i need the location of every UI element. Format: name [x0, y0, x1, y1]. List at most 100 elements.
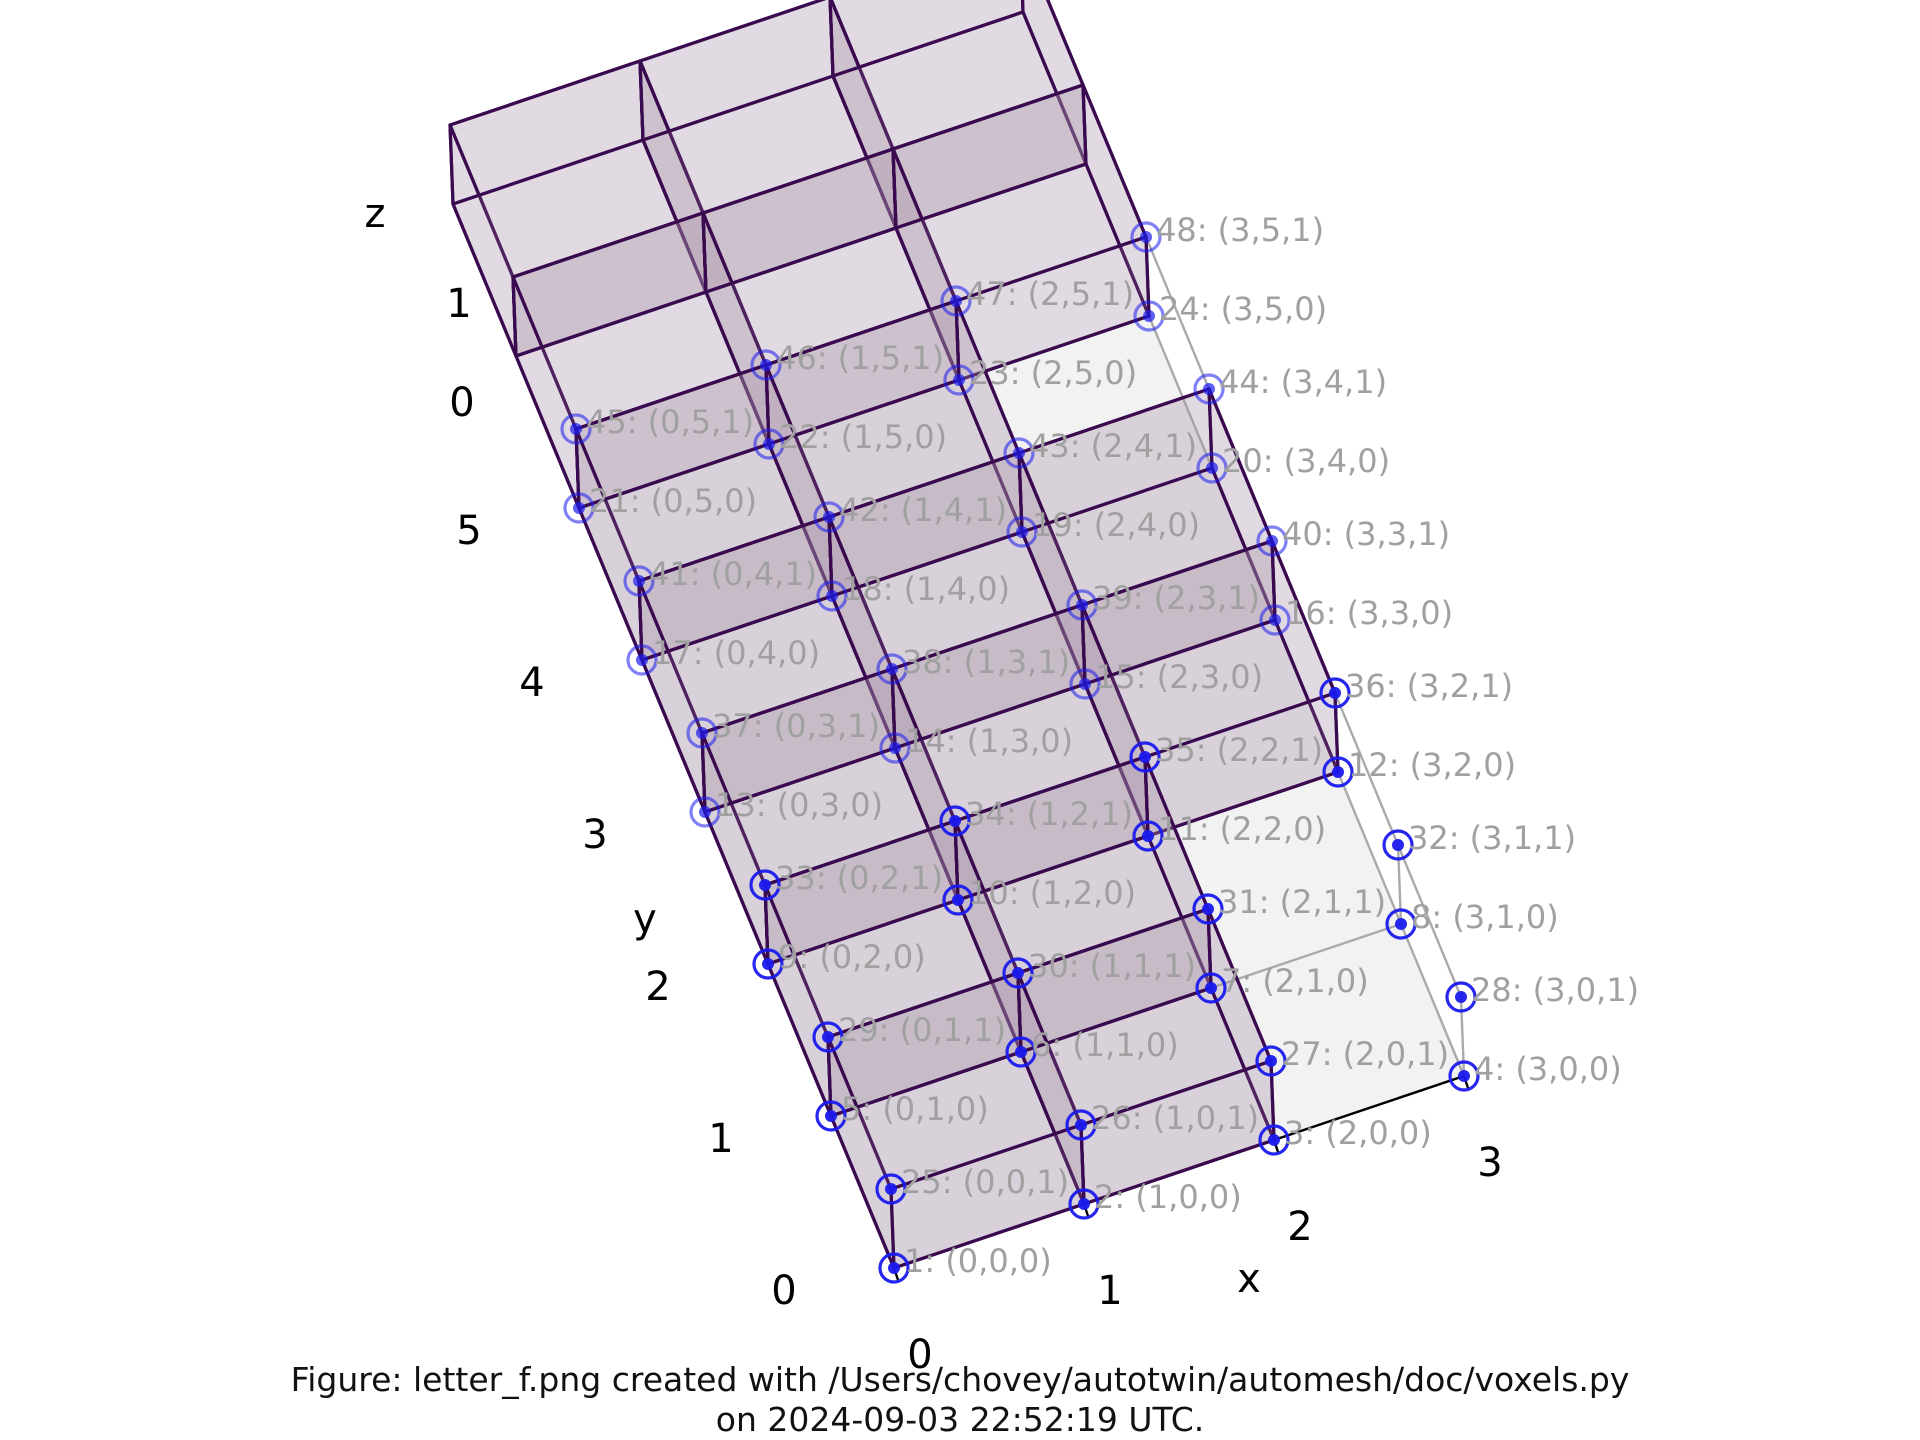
node-marker-dot [696, 727, 708, 739]
node-marker-ring [1129, 741, 1161, 773]
node-marker-ring [876, 653, 908, 685]
node-label-34: 34: (1,2,1) [965, 795, 1133, 833]
node-label-4: 4: (3,0,0) [1474, 1050, 1622, 1088]
node-label-2: 2: (1,0,0) [1094, 1178, 1242, 1216]
node-marker-dot [1076, 599, 1088, 611]
node-marker-ring [1130, 221, 1162, 253]
z-axis-label: z [365, 191, 386, 237]
node-label-47: 47: (2,5,1) [966, 275, 1134, 313]
node-marker-dot [763, 438, 775, 450]
node-marker-dot [1329, 687, 1341, 699]
node-marker-ring [563, 492, 595, 524]
node-marker-ring [1258, 1124, 1290, 1156]
node-label-12: 12: (3,2,0) [1348, 746, 1516, 784]
node-marker-dot [885, 1183, 897, 1195]
node-label-3: 3: (2,0,0) [1284, 1114, 1432, 1152]
node-label-26: 26: (1,0,1) [1091, 1099, 1259, 1137]
node-marker-dot [1143, 310, 1155, 322]
node-marker-dot [888, 1262, 900, 1274]
node-label-37: 37: (0,3,1) [712, 707, 880, 745]
node-marker-dot [1392, 839, 1404, 851]
node-marker-ring [1068, 1188, 1100, 1220]
node-label-16: 16: (3,3,0) [1285, 594, 1453, 632]
node-marker-ring [689, 796, 721, 828]
node-label-9: 9: (0,2,0) [778, 938, 926, 976]
node-marker-dot [1202, 903, 1214, 915]
node-marker-ring [560, 413, 592, 445]
node-marker-dot [1206, 462, 1218, 474]
node-marker-ring [1319, 677, 1351, 709]
node-marker-dot [1455, 991, 1467, 1003]
node-label-41: 41: (0,4,1) [649, 555, 817, 593]
node-label-24: 24: (3,5,0) [1159, 290, 1327, 328]
node-marker-ring [752, 948, 784, 980]
node-marker-dot [950, 295, 962, 307]
node-marker-ring [1133, 300, 1165, 332]
x-tick-label: 0 [907, 1332, 932, 1378]
node-marker-dot [823, 511, 835, 523]
node-label-48: 48: (3,5,1) [1156, 211, 1324, 249]
node-marker-ring [815, 1100, 847, 1132]
node-marker-dot [633, 575, 645, 587]
node-label-45: 45: (0,5,1) [586, 403, 754, 441]
node-marker-ring [753, 428, 785, 460]
node-label-18: 18: (1,4,0) [842, 570, 1010, 608]
node-label-23: 23: (2,5,0) [969, 354, 1137, 392]
node-marker-ring [1002, 957, 1034, 989]
node-label-46: 46: (1,5,1) [776, 339, 944, 377]
y-tick-label: 4 [519, 660, 544, 706]
node-marker-ring [816, 580, 848, 612]
node-marker-ring [940, 285, 972, 317]
node-label-39: 39: (2,3,1) [1092, 579, 1260, 617]
node-label-28: 28: (3,0,1) [1471, 971, 1639, 1009]
node-marker-dot [1265, 1055, 1277, 1067]
node-marker-ring [686, 717, 718, 749]
node-marker-ring [1132, 820, 1164, 852]
node-label-32: 32: (3,1,1) [1408, 819, 1576, 857]
x-tick-label: 3 [1477, 1140, 1502, 1186]
node-marker-dot [573, 502, 585, 514]
node-marker-dot [1016, 526, 1028, 538]
node-label-44: 44: (3,4,1) [1219, 363, 1387, 401]
node-label-40: 40: (3,3,1) [1282, 515, 1450, 553]
node-marker-ring [942, 884, 974, 916]
node-marker-dot [949, 815, 961, 827]
node-label-14: 14: (1,3,0) [905, 722, 1073, 760]
node-label-43: 43: (2,4,1) [1029, 427, 1197, 465]
node-marker-dot [636, 654, 648, 666]
node-label-7: 7: (2,1,0) [1221, 962, 1369, 1000]
node-marker-ring [1195, 972, 1227, 1004]
node-marker-ring [1259, 604, 1291, 636]
node-marker-dot [762, 958, 774, 970]
node-marker-ring [939, 805, 971, 837]
figure-caption-line-2: on 2024-09-03 22:52:19 UTC. [715, 1400, 1205, 1439]
node-marker-dot [1269, 614, 1281, 626]
node-marker-ring [943, 364, 975, 396]
grid-line-wall-y1 [1396, 844, 1403, 925]
node-label-29: 29: (0,1,1) [838, 1011, 1006, 1049]
node-marker-ring [879, 732, 911, 764]
node-marker-ring [813, 501, 845, 533]
node-marker-dot [1079, 678, 1091, 690]
node-marker-ring [1255, 1045, 1287, 1077]
node-marker-dot [760, 359, 772, 371]
y-tick-label: 2 [645, 964, 670, 1010]
node-marker-dot [1268, 1134, 1280, 1146]
node-label-8: 8: (3,1,0) [1411, 898, 1559, 936]
node-marker-ring [1066, 589, 1098, 621]
node-marker-dot [1075, 1119, 1087, 1131]
y-tick-label: 0 [771, 1268, 796, 1314]
voxel-faces [448, 0, 1340, 1270]
node-markers [560, 221, 1480, 1284]
axes: 0 1 2 3 0 1 2 3 4 5 0 1 x y z [365, 191, 1503, 1378]
node-marker-ring [1005, 1036, 1037, 1068]
node-label-30: 30: (1,1,1) [1028, 947, 1196, 985]
node-marker-ring [1385, 908, 1417, 940]
node-marker-dot [822, 1031, 834, 1043]
z-tick-label: 0 [449, 380, 474, 426]
node-marker-ring [1448, 1060, 1480, 1092]
z-tick-label: 1 [446, 281, 471, 327]
floor-pane-fill [579, 316, 1464, 1268]
node-marker-dot [1015, 1046, 1027, 1058]
node-marker-dot [1205, 982, 1217, 994]
